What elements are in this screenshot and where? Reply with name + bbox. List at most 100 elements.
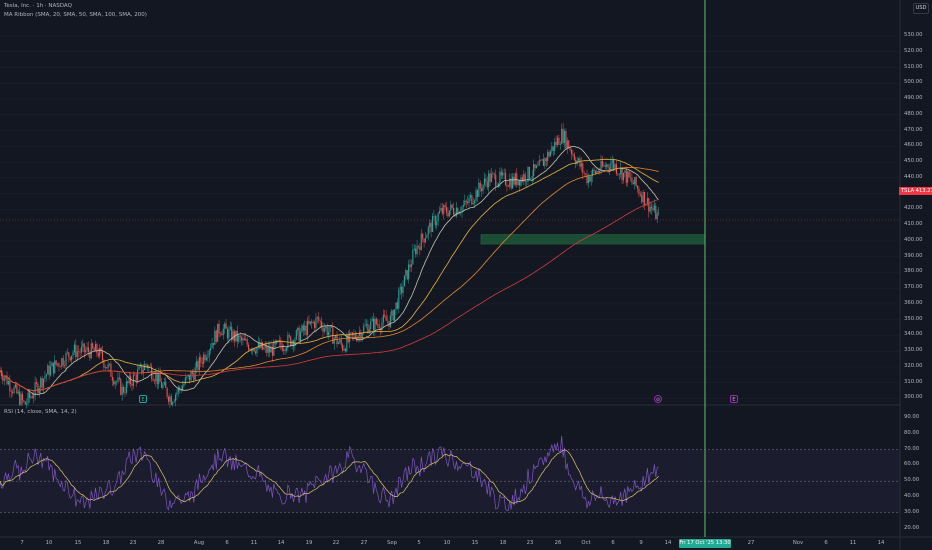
- candle-body: [516, 173, 518, 185]
- candle-body: [333, 338, 335, 344]
- candle-body: [415, 248, 417, 255]
- candle-body: [69, 356, 71, 361]
- candle-body: [225, 323, 227, 329]
- candle-body: [438, 210, 441, 214]
- candle-body: [174, 394, 177, 402]
- candle-body: [634, 177, 636, 185]
- candle-body: [100, 347, 102, 352]
- candle-body: [12, 392, 14, 393]
- candle-body: [267, 347, 269, 353]
- candle-body: [243, 338, 245, 341]
- candle-body: [218, 323, 220, 334]
- dividend-marker-icon[interactable]: E: [730, 395, 738, 403]
- price-scale-label: 360.00: [904, 299, 923, 306]
- time-axis[interactable]: 7 10 15 18 23 28 Aug 6 11 14 19 22 27 Sep 5 10 15 18 23 26 O…: [0, 538, 900, 550]
- time-axis-label: Nov: [792, 540, 804, 546]
- candle-body: [319, 320, 321, 322]
- candle-body: [381, 322, 383, 330]
- candle-body: [93, 348, 95, 351]
- candle-body: [106, 367, 108, 369]
- symbol-legend[interactable]: Tesla, Inc. · 1h · NASDAQ: [4, 3, 72, 9]
- candle-body: [226, 328, 229, 339]
- candle-body: [430, 222, 432, 232]
- candle-body: [219, 333, 222, 335]
- candle-body: [323, 328, 325, 332]
- ma-ribbon-legend[interactable]: MA Ribbon (SMA, 20, SMA, 50, SMA, 100, S…: [4, 12, 147, 18]
- candle-body: [608, 167, 610, 170]
- candle-body: [601, 160, 603, 167]
- candle-body: [521, 177, 523, 181]
- candle-body: [285, 348, 288, 351]
- candle-body: [103, 360, 105, 368]
- candle-body: [467, 201, 469, 204]
- candle-body: [309, 321, 311, 324]
- time-axis-label: 7: [20, 540, 24, 546]
- candle-body: [486, 181, 488, 188]
- rsi-legend[interactable]: RSI (14, close, SMA, 14, 2): [4, 409, 77, 415]
- rsi-scale-label: 90.00: [904, 414, 920, 420]
- candle-body: [346, 335, 348, 352]
- candle-body: [513, 176, 515, 185]
- time-axis-label: 14: [277, 540, 285, 546]
- candle-body: [368, 329, 370, 334]
- candle-body: [13, 387, 15, 393]
- time-axis-label: 10: [45, 540, 53, 546]
- candle-body: [224, 323, 226, 329]
- candle-body: [191, 371, 193, 374]
- candle-body: [315, 317, 317, 328]
- candle-body: [658, 212, 660, 214]
- candle-body: [34, 382, 36, 396]
- candle-body: [68, 352, 70, 357]
- candle-body: [410, 264, 412, 268]
- candle-body: [86, 347, 88, 351]
- split-marker-icon[interactable]: ⊘: [654, 395, 662, 403]
- candle-body: [118, 377, 120, 379]
- candle-body: [337, 342, 339, 345]
- candle-body: [646, 198, 648, 205]
- candle-body: [420, 233, 422, 251]
- candle-body: [159, 373, 161, 382]
- candle-body: [474, 200, 476, 204]
- candle-body: [169, 396, 171, 402]
- candle-body: [527, 166, 529, 182]
- candle-body: [476, 190, 478, 197]
- candle-body: [288, 335, 290, 337]
- candle-body: [603, 165, 605, 167]
- price-scale-label: 310.00: [904, 378, 923, 385]
- candle-body: [431, 216, 434, 232]
- candle-body: [375, 318, 377, 325]
- candle-body: [583, 172, 585, 174]
- candle-body: [249, 349, 251, 351]
- earnings-marker-icon[interactable]: E: [139, 395, 147, 403]
- candle-body: [417, 245, 420, 247]
- candle-body: [290, 336, 292, 346]
- time-axis-label: 27: [360, 540, 368, 546]
- candle-body: [158, 373, 160, 385]
- candle-body: [479, 182, 481, 189]
- candle-body: [562, 128, 564, 143]
- rsi-scale-label: 60.00: [904, 461, 920, 468]
- price-scale-label: 450.00: [904, 158, 923, 165]
- rsi-scale-label: 80.00: [904, 429, 920, 436]
- candle-body: [229, 326, 231, 330]
- candle-body: [523, 174, 525, 181]
- candle-body: [26, 402, 28, 405]
- price-scale[interactable]: 530.00 520.00 510.00 500.00 490.00 480.00 470.…: [900, 0, 932, 535]
- candle-body: [340, 339, 342, 345]
- candle-body: [618, 173, 620, 175]
- candle-body: [394, 309, 396, 321]
- candle-body: [183, 383, 185, 386]
- candle-body: [644, 191, 646, 206]
- candle-body: [94, 343, 97, 351]
- candle-body: [184, 377, 186, 384]
- candle-body: [99, 347, 101, 357]
- candle-body: [424, 238, 427, 243]
- currency-button[interactable]: USD: [913, 3, 929, 14]
- candle-body: [563, 131, 566, 143]
- candle-body: [559, 143, 561, 145]
- candle-body: [582, 163, 584, 173]
- candle-body: [437, 213, 439, 222]
- candle-body: [326, 326, 328, 336]
